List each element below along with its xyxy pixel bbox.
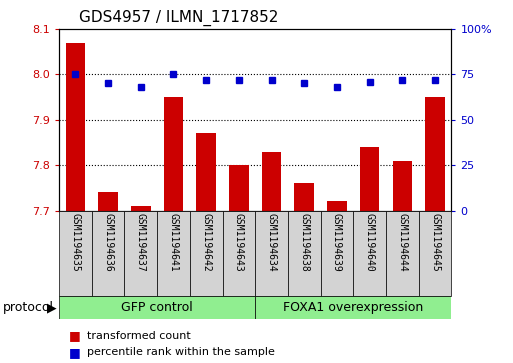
Bar	[131, 206, 150, 211]
Bar	[353, 211, 386, 296]
Bar	[288, 211, 321, 296]
Bar	[262, 151, 281, 211]
Bar	[223, 211, 255, 296]
Bar	[59, 211, 92, 296]
Bar	[425, 97, 445, 211]
Bar	[92, 211, 125, 296]
Bar	[196, 133, 216, 211]
Text: GSM1194636: GSM1194636	[103, 213, 113, 272]
Text: transformed count: transformed count	[87, 331, 191, 341]
Text: GSM1194638: GSM1194638	[299, 213, 309, 272]
Text: GDS4957 / ILMN_1717852: GDS4957 / ILMN_1717852	[78, 10, 278, 26]
Bar	[59, 296, 255, 319]
Bar	[157, 211, 190, 296]
Bar	[229, 165, 249, 211]
Text: GSM1194642: GSM1194642	[201, 213, 211, 272]
Text: GFP control: GFP control	[121, 301, 193, 314]
Text: ▶: ▶	[47, 301, 57, 314]
Text: GSM1194637: GSM1194637	[136, 213, 146, 272]
Text: GSM1194641: GSM1194641	[168, 213, 179, 272]
Bar	[327, 201, 347, 211]
Bar	[255, 211, 288, 296]
Bar	[392, 161, 412, 211]
Text: GSM1194644: GSM1194644	[398, 213, 407, 272]
Bar	[98, 192, 118, 211]
Bar	[164, 97, 183, 211]
Bar	[66, 42, 85, 211]
Bar	[190, 211, 223, 296]
Bar	[294, 183, 314, 211]
Bar	[419, 211, 451, 296]
Text: GSM1194639: GSM1194639	[332, 213, 342, 272]
Text: GSM1194643: GSM1194643	[234, 213, 244, 272]
Bar	[124, 211, 157, 296]
Text: GSM1194640: GSM1194640	[365, 213, 374, 272]
Bar	[386, 211, 419, 296]
Text: percentile rank within the sample: percentile rank within the sample	[87, 347, 275, 357]
Text: ■: ■	[69, 329, 81, 342]
Text: GSM1194634: GSM1194634	[267, 213, 277, 272]
Text: GSM1194645: GSM1194645	[430, 213, 440, 272]
Text: protocol: protocol	[3, 301, 53, 314]
Bar	[255, 296, 451, 319]
Text: GSM1194635: GSM1194635	[70, 213, 81, 272]
Text: ■: ■	[69, 346, 81, 359]
Bar	[360, 147, 380, 211]
Text: FOXA1 overexpression: FOXA1 overexpression	[283, 301, 423, 314]
Bar	[321, 211, 353, 296]
